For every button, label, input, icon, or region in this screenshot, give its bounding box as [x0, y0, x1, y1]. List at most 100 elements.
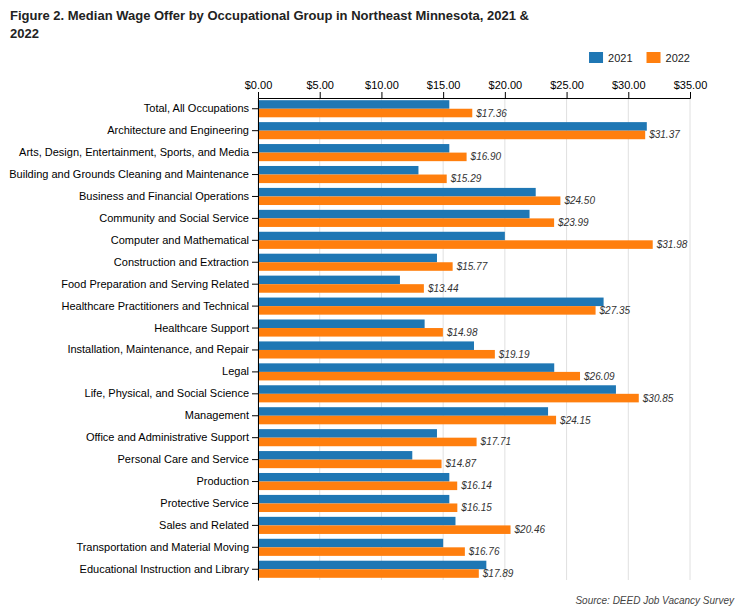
grid-line	[628, 98, 629, 580]
y-tick-mark	[252, 349, 258, 350]
bar	[258, 547, 465, 556]
bar	[258, 495, 449, 504]
bar	[258, 298, 604, 307]
data-label: $16.15	[460, 502, 492, 513]
bar	[258, 166, 418, 175]
x-tick: $30.00	[612, 79, 646, 98]
plot: $17.36$31.37$16.90$15.29$24.50$23.99$31.…	[9, 79, 707, 581]
data-label: $23.99	[557, 217, 589, 228]
y-tick-label: Business and Financial Operations	[79, 190, 249, 202]
y-tick-label: Computer and Mathematical	[111, 234, 249, 246]
y-tick-label: Arts, Design, Entertainment, Sports, and…	[19, 146, 250, 158]
legend-item: 2022	[647, 52, 690, 64]
bar	[258, 561, 486, 570]
x-tick: $25.00	[550, 79, 584, 98]
y-tick: Community and Social Service	[99, 212, 258, 224]
y-tick-mark	[252, 108, 258, 109]
y-tick-label: Architecture and Engineering	[107, 124, 249, 136]
legend-label: 2021	[608, 52, 632, 64]
y-tick-label: Personal Care and Service	[118, 453, 249, 465]
x-axis: $0.00$5.00$10.00$15.00$20.00$25.00$30.00…	[245, 79, 708, 99]
bar	[258, 210, 530, 219]
bar	[258, 328, 443, 337]
y-tick-mark	[252, 306, 258, 307]
bars	[258, 100, 653, 578]
y-tick: Arts, Design, Entertainment, Sports, and…	[19, 146, 258, 158]
y-tick: Healthcare Practitioners and Technical	[61, 300, 258, 312]
bar	[258, 473, 449, 482]
bar	[258, 100, 449, 109]
bar	[258, 306, 596, 315]
x-tick-label: $0.00	[245, 79, 273, 91]
bar	[258, 416, 556, 425]
data-label: $31.98	[656, 239, 688, 250]
y-tick: Management	[185, 409, 258, 421]
y-tick-label: Sales and Related	[159, 519, 249, 531]
bar	[258, 482, 457, 491]
y-tick-mark	[252, 284, 258, 285]
y-tick: Personal Care and Service	[118, 453, 258, 465]
bar	[258, 254, 437, 263]
y-tick-mark	[252, 174, 258, 175]
y-tick-mark	[252, 393, 258, 394]
data-label: $13.44	[427, 283, 459, 294]
y-tick-label: Life, Physical, and Social Science	[85, 387, 249, 399]
x-tick-label: $20.00	[489, 79, 523, 91]
legend-item: 2021	[589, 52, 632, 64]
bar	[258, 407, 548, 416]
bar	[258, 350, 495, 359]
x-tick-mark	[690, 92, 691, 98]
y-tick-label: Protective Service	[160, 497, 249, 509]
y-tick: Installation, Maintenance, and Repair	[67, 343, 258, 355]
y-tick-label: Educational Instruction and Library	[80, 563, 250, 575]
x-tick-label: $10.00	[365, 79, 399, 91]
legend-label: 2022	[666, 52, 690, 64]
bar	[258, 341, 474, 350]
bar	[258, 218, 554, 227]
bar	[258, 385, 616, 394]
y-tick-label: Total, All Occupations	[144, 102, 250, 114]
data-label: $24.50	[563, 195, 595, 206]
data-label: $16.14	[460, 480, 492, 491]
y-tick-label: Community and Social Service	[99, 212, 249, 224]
data-label: $17.89	[482, 568, 514, 579]
title-line: 2022	[10, 26, 39, 41]
data-label: $31.37	[648, 129, 680, 140]
x-tick-mark	[505, 92, 506, 98]
y-tick: Protective Service	[160, 497, 258, 509]
y-tick-label: Food Preparation and Serving Related	[61, 278, 249, 290]
y-tick: Production	[196, 475, 258, 487]
series	[258, 109, 653, 578]
y-tick-label: Legal	[222, 365, 249, 377]
data-label: $17.71	[480, 436, 512, 447]
bar	[258, 240, 653, 249]
y-tick-label: Transportation and Material Moving	[76, 541, 249, 553]
bar	[258, 429, 437, 438]
x-tick: $0.00	[245, 79, 273, 98]
y-tick: Construction and Extraction	[114, 256, 258, 268]
data-label: $30.85	[642, 393, 674, 404]
y-tick: Legal	[222, 365, 258, 377]
y-tick-mark	[252, 130, 258, 131]
bar	[258, 372, 580, 381]
y-tick-label: Installation, Maintenance, and Repair	[67, 343, 249, 355]
data-label: $19.19	[498, 349, 530, 360]
bar	[258, 460, 442, 469]
y-tick: Business and Financial Operations	[79, 190, 258, 202]
x-tick-mark	[381, 92, 382, 98]
y-tick: Transportation and Material Moving	[76, 541, 258, 553]
legend-swatch	[589, 52, 603, 63]
bar	[258, 175, 447, 184]
x-tick-mark	[567, 92, 568, 98]
x-tick: $10.00	[365, 79, 399, 98]
data-label: $14.87	[445, 458, 477, 469]
y-tick-label: Healthcare Practitioners and Technical	[61, 300, 249, 312]
y-tick-label: Office and Administrative Support	[86, 431, 249, 443]
y-tick: Computer and Mathematical	[111, 234, 258, 246]
grid	[258, 98, 690, 580]
y-tick-mark	[252, 262, 258, 263]
data-label: $16.76	[468, 546, 500, 557]
y-tick: Building and Grounds Cleaning and Mainte…	[9, 168, 258, 180]
bar	[258, 122, 647, 131]
data-label: $14.98	[446, 327, 478, 338]
